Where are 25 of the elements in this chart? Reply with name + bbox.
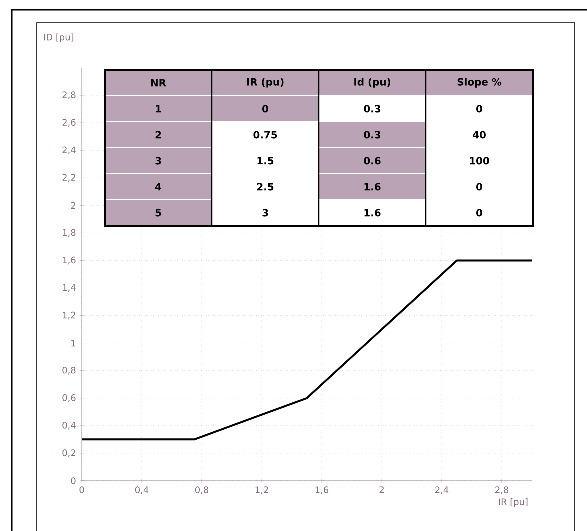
y-tick-label: 2,4 <box>62 146 76 154</box>
x-tick-label: 1,6 <box>316 486 329 494</box>
x-tick-label: 2,4 <box>436 486 449 494</box>
y-tick-label: 0,8 <box>62 367 76 375</box>
y-tick-label: 1 <box>72 340 76 347</box>
x-axis-title: IR [pu] <box>499 498 528 508</box>
y-tick-label: 2 <box>71 202 76 209</box>
x-tick-label: 0,8 <box>195 486 209 494</box>
y-tick-label: 2,6 <box>62 119 76 127</box>
y-tick-label: 0,2 <box>62 450 76 458</box>
y-tick-label: 2,8 <box>62 92 76 100</box>
y-tick-label: 1,6 <box>63 256 76 265</box>
y-tick-label: 1,2 <box>63 312 76 320</box>
x-tick-label: 1,2 <box>256 486 268 494</box>
y-tick-label: 1,8 <box>63 229 76 238</box>
x-tick-label: 0 <box>80 486 84 494</box>
y-tick-label: 1,4 <box>63 284 76 292</box>
y-axis-title: ID [pu] <box>44 34 74 42</box>
x-tick-label: 0,4 <box>135 486 149 494</box>
x-tick-label: 2,8 <box>496 486 509 494</box>
y-tick-label: 0,6 <box>62 394 76 402</box>
x-tick-label: 2 <box>380 486 384 494</box>
y-tick-label: 0,4 <box>62 422 76 430</box>
y-tick-label: 0 <box>71 478 76 484</box>
y-tick-label: 2,2 <box>62 174 76 182</box>
